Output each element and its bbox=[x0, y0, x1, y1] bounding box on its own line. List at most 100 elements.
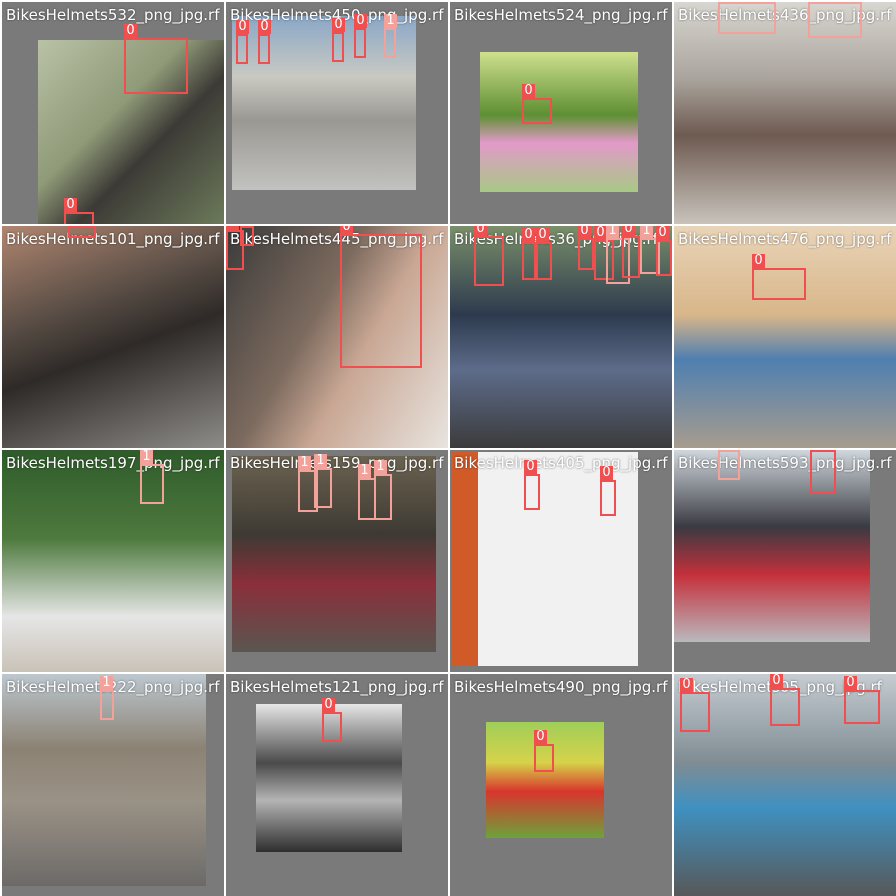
bounding-box: 0 bbox=[752, 254, 806, 300]
bounding-box: 1 bbox=[718, 2, 776, 34]
tile-photo bbox=[2, 226, 224, 448]
bounding-box: 0 bbox=[622, 226, 640, 278]
class-label: 1 bbox=[140, 450, 153, 464]
bounding-box: 1 bbox=[298, 456, 318, 512]
class-label: 1 bbox=[100, 676, 113, 690]
class-label: 0 bbox=[536, 228, 549, 242]
bounding-box: 1 bbox=[374, 460, 392, 520]
image-tile[interactable]: BikesHelmets36_png_jpg.rf 0 0 0 0 0 1 0 1 0 bbox=[450, 226, 672, 448]
bounding-box: 0 bbox=[536, 228, 552, 280]
bounding-box: 0 bbox=[810, 450, 836, 494]
tile-filename-caption: BikesHelmets405_png_jpg.rf bbox=[454, 454, 668, 472]
bounding-box: 1 bbox=[808, 2, 862, 38]
bounding-box: 0 bbox=[522, 228, 536, 280]
bounding-box: 1 bbox=[140, 450, 164, 504]
bounding-box: 0 bbox=[656, 226, 672, 276]
image-tile[interactable]: BikesHelmets222_png_jpg.rf1 bbox=[2, 674, 224, 896]
tile-photo bbox=[674, 226, 896, 448]
class-label: 0 bbox=[534, 730, 547, 744]
class-label: 0 bbox=[340, 226, 353, 234]
bounding-box: 0 bbox=[680, 678, 710, 732]
class-label: 0 bbox=[622, 226, 635, 236]
class-label: 0 bbox=[578, 226, 591, 238]
bounding-box: 0 bbox=[226, 226, 244, 270]
class-label: 0 bbox=[522, 84, 535, 98]
class-label: 0 bbox=[752, 254, 765, 268]
tile-photo bbox=[674, 674, 896, 896]
bounding-box: 0 bbox=[578, 226, 594, 270]
class-label: 1 bbox=[374, 460, 387, 474]
tile-photo bbox=[232, 456, 436, 652]
image-tile[interactable]: BikesHelmets476_png_jpg.rf 0 bbox=[674, 226, 896, 448]
bounding-box: 1 bbox=[314, 454, 332, 508]
bounding-box: 0 bbox=[236, 20, 249, 64]
bounding-box: 0 bbox=[340, 226, 422, 368]
tile-photo bbox=[2, 450, 224, 672]
class-label: 0 bbox=[474, 226, 487, 236]
image-tile[interactable]: BikesHelmets121_png_jpg.rf 0 bbox=[226, 674, 448, 896]
class-label: 0 bbox=[522, 228, 535, 242]
tile-filename-caption: BikesHelmets101_png_jpg.rf bbox=[6, 230, 220, 248]
bounding-box: 1 bbox=[606, 226, 630, 284]
tile-filename-caption: BikesHelmets121_png_jpg.rf bbox=[230, 678, 444, 696]
class-label: 1 bbox=[298, 456, 311, 470]
class-label: 0 bbox=[64, 198, 77, 212]
class-label: 0 bbox=[844, 676, 857, 690]
image-tile[interactable]: BikesHelmets450_png_jpg.rf 0 0 0 0 1 bbox=[226, 2, 448, 224]
bounding-box: 1 bbox=[100, 676, 114, 720]
tile-filename-caption: BikesHelmets476_png_jpg.rf bbox=[678, 230, 892, 248]
class-label: 0 bbox=[332, 18, 345, 32]
image-tile[interactable]: BikesHelmets490_png_jpg.rf 0 bbox=[450, 674, 672, 896]
bounding-box: 0 bbox=[474, 226, 504, 286]
tile-photo bbox=[480, 52, 638, 192]
image-tile[interactable]: BikesHelmets593_png_jpg.rf1 0 bbox=[674, 450, 896, 672]
class-label: 0 bbox=[354, 14, 367, 28]
class-label: 0 bbox=[236, 20, 249, 34]
bounding-box: 0 bbox=[534, 730, 554, 772]
image-tile[interactable]: BikesHelmets101_png_jpg.rf0 bbox=[2, 226, 224, 448]
class-label: 0 bbox=[226, 226, 239, 230]
tile-photo bbox=[38, 40, 224, 224]
bounding-box: 1 bbox=[640, 226, 660, 274]
tile-photo bbox=[452, 452, 638, 666]
bounding-box: 0 bbox=[258, 20, 271, 64]
bounding-box: 0 bbox=[594, 226, 614, 280]
tile-filename-caption: BikesHelmets532_png_jpg.rf bbox=[6, 6, 220, 24]
class-label: 1 bbox=[606, 226, 619, 238]
tile-filename-caption: BikesHelmets197_png_jpg.rf bbox=[6, 454, 220, 472]
image-tile[interactable]: BikesHelmets524_png_jpg.rf 0 bbox=[450, 2, 672, 224]
image-tile[interactable]: BikesHelmets197_png_jpg.rf 1 bbox=[2, 450, 224, 672]
class-label: 0 bbox=[656, 226, 669, 240]
bounding-box: 1 bbox=[718, 450, 740, 480]
tile-filename-caption: BikesHelmets159_png_jpg.rf bbox=[230, 454, 444, 472]
tile-photo bbox=[256, 704, 402, 852]
image-tile[interactable]: BikesHelmets159_png_jpg.rf 1 1 1 1 bbox=[226, 450, 448, 672]
class-label: 0 bbox=[322, 698, 335, 712]
tile-filename-caption: BikesHelmets436_png_jpg.rf bbox=[678, 6, 892, 24]
class-label: 1 bbox=[314, 454, 327, 468]
bounding-box: 0 bbox=[68, 226, 96, 238]
bounding-box: 0 bbox=[770, 674, 800, 726]
tile-filename-caption: BikesHelmets524_png_jpg.rf bbox=[454, 6, 668, 24]
tile-photo bbox=[226, 226, 448, 448]
class-label: 0 bbox=[770, 674, 783, 688]
bounding-box: 1 bbox=[384, 14, 397, 58]
bounding-box: 0 bbox=[524, 460, 540, 510]
class-label: 0 bbox=[124, 24, 137, 38]
tile-photo bbox=[674, 450, 870, 642]
class-label: 0 bbox=[680, 678, 693, 692]
bounding-box: 0 bbox=[844, 676, 880, 724]
tile-filename-caption: BikesHelmets490_png_jpg.rf bbox=[454, 678, 668, 696]
image-tile[interactable]: BikesHelmets405_png_jpg.rf 0 0 bbox=[450, 450, 672, 672]
tile-photo bbox=[674, 2, 896, 224]
image-tile[interactable]: BikesHelmets532_png_jpg.rf 0 0 bbox=[2, 2, 224, 224]
bounding-box: 0 bbox=[332, 18, 345, 62]
bounding-box: 0 bbox=[64, 198, 94, 224]
tile-photo bbox=[2, 674, 206, 886]
tile-filename-caption: BikesHelmets593_png_jpg.rf bbox=[678, 454, 892, 472]
class-label: 1 bbox=[358, 464, 371, 478]
